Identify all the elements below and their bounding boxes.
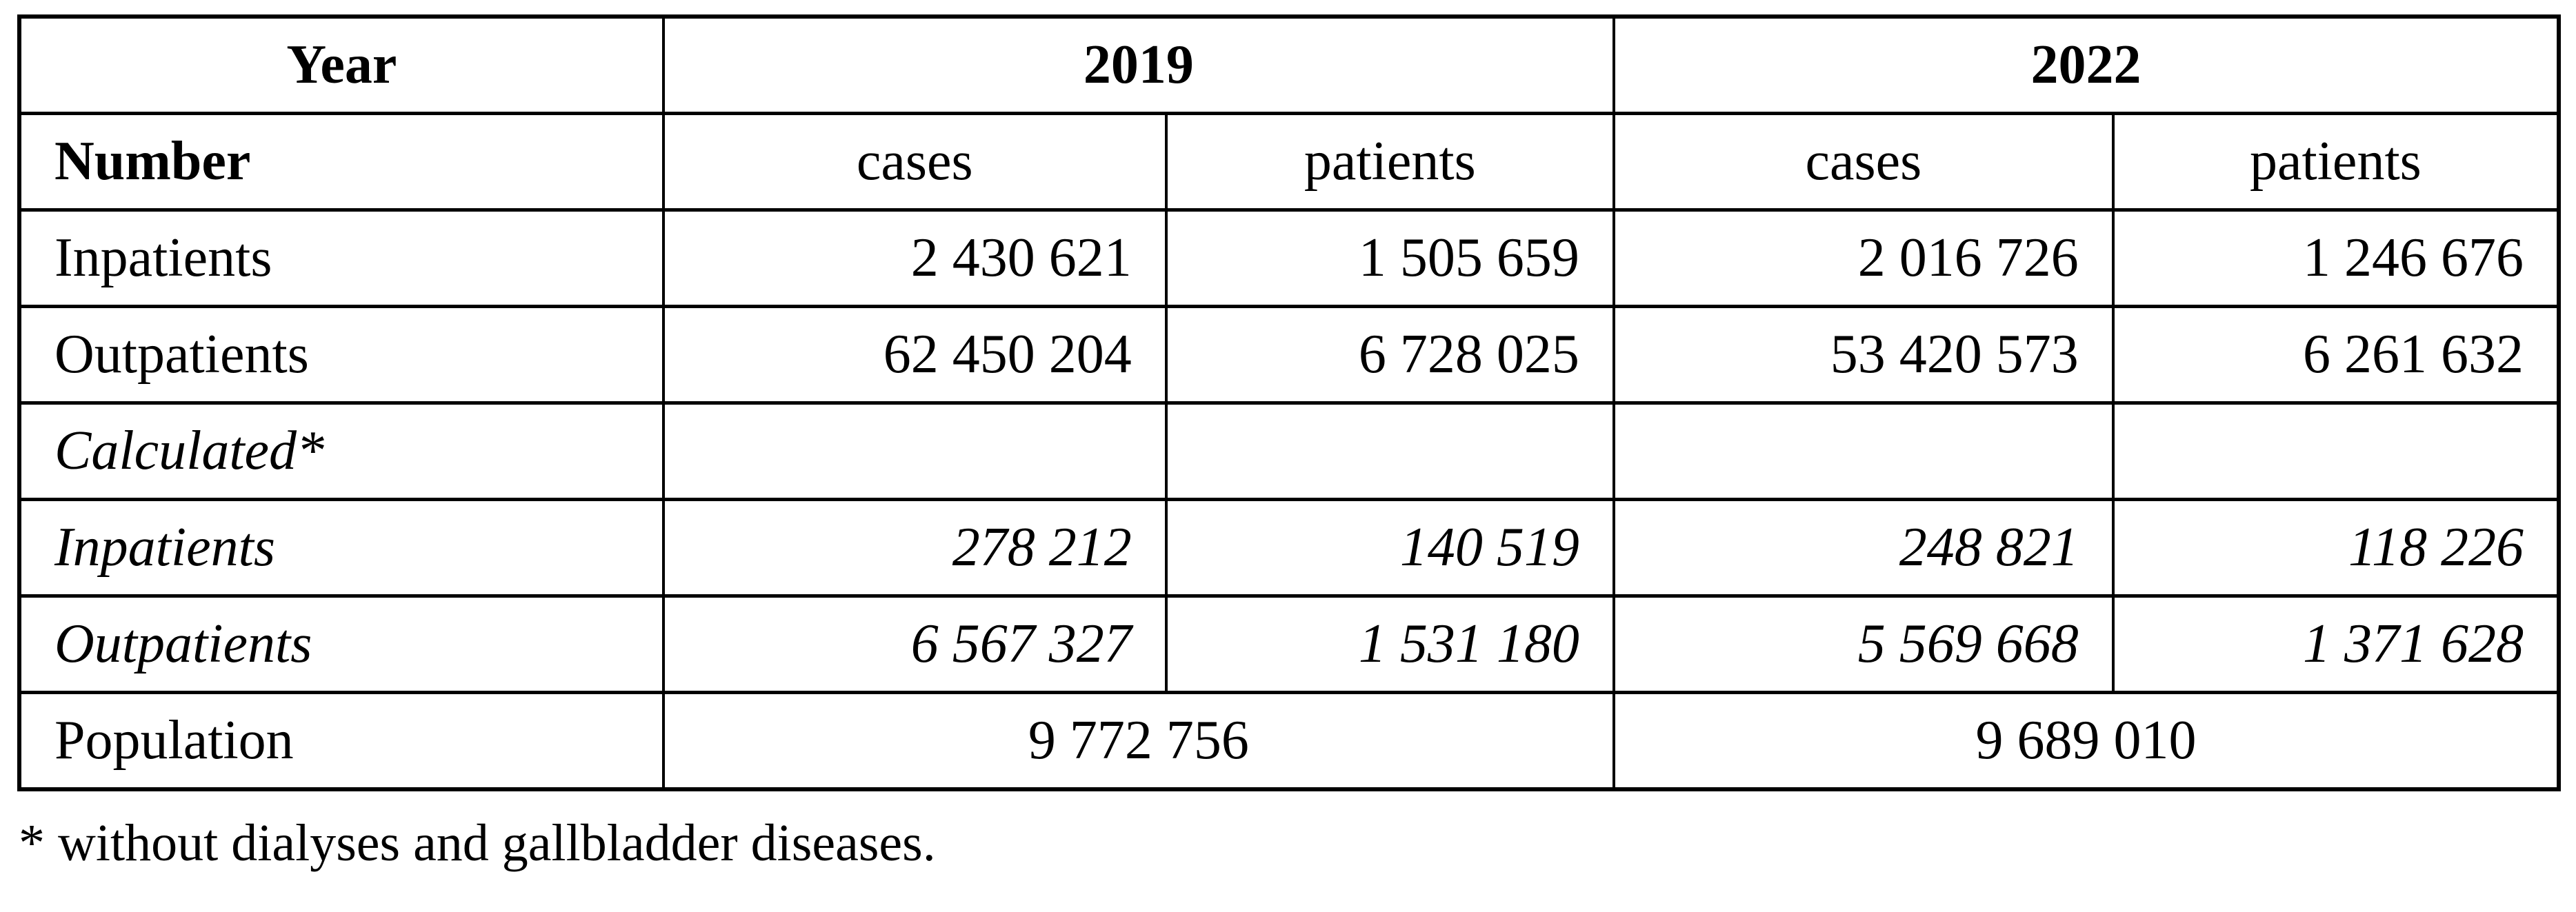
population-2019-cell: 9 772 756 bbox=[661, 691, 1615, 791]
value-cell-2022-patients: 1 246 676 bbox=[2111, 208, 2561, 308]
table-row-population: Population 9 772 756 9 689 010 bbox=[18, 691, 2561, 791]
cases-2019-header-cell: cases bbox=[661, 112, 1168, 212]
value-cell-2019-cases bbox=[661, 401, 1168, 501]
value-cell-2022-patients bbox=[2111, 401, 2561, 501]
value-cell-2019-patients: 1 505 659 bbox=[1164, 208, 1615, 308]
patients-2022-header-cell: patients bbox=[2111, 112, 2561, 212]
value-cell-2019-patients: 6 728 025 bbox=[1164, 305, 1615, 405]
row-label-cell: Calculated* bbox=[18, 401, 665, 501]
value-cell-2019-cases: 6 567 327 bbox=[661, 594, 1168, 694]
number-header-cell: Number bbox=[18, 112, 665, 212]
table-row-outpatients-calculated: Outpatients 6 567 327 1 531 180 5 569 66… bbox=[18, 594, 2561, 694]
header-row-number: Number cases patients cases patients bbox=[18, 112, 2561, 212]
value-cell-2022-cases bbox=[1612, 401, 2115, 501]
row-label-cell: Outpatients bbox=[18, 305, 665, 405]
table-row-outpatients: Outpatients 62 450 204 6 728 025 53 420 … bbox=[18, 305, 2561, 405]
table-row-inpatients: Inpatients 2 430 621 1 505 659 2 016 726… bbox=[18, 208, 2561, 308]
value-cell-2019-cases: 2 430 621 bbox=[661, 208, 1168, 308]
value-cell-2022-cases: 53 420 573 bbox=[1612, 305, 2115, 405]
value-cell-2019-cases: 62 450 204 bbox=[661, 305, 1168, 405]
population-label-cell: Population bbox=[18, 691, 665, 791]
value-cell-2019-patients: 1 531 180 bbox=[1164, 594, 1615, 694]
value-cell-2022-patients: 1 371 628 bbox=[2111, 594, 2561, 694]
footnote: * without dialyses and gallbladder disea… bbox=[19, 814, 936, 872]
row-label-cell: Inpatients bbox=[18, 208, 665, 308]
value-cell-2019-cases: 278 212 bbox=[661, 498, 1168, 598]
population-2022-cell: 9 689 010 bbox=[1612, 691, 2561, 791]
value-cell-2022-patients: 118 226 bbox=[2111, 498, 2561, 598]
patients-2019-header-cell: patients bbox=[1164, 112, 1615, 212]
value-cell-2019-patients bbox=[1164, 401, 1615, 501]
value-cell-2019-patients: 140 519 bbox=[1164, 498, 1615, 598]
value-cell-2022-cases: 2 016 726 bbox=[1612, 208, 2115, 308]
row-label-cell: Outpatients bbox=[18, 594, 665, 694]
year-2019-cell: 2019 bbox=[661, 14, 1615, 115]
header-row-year: Year 2019 2022 bbox=[18, 14, 2561, 115]
value-cell-2022-patients: 6 261 632 bbox=[2111, 305, 2561, 405]
statistics-table: Year 2019 2022 Number cases patients cas… bbox=[17, 14, 2561, 791]
year-2022-cell: 2022 bbox=[1612, 14, 2561, 115]
value-cell-2022-cases: 5 569 668 bbox=[1612, 594, 2115, 694]
table-row-inpatients-calculated: Inpatients 278 212 140 519 248 821 118 2… bbox=[18, 498, 2561, 598]
cases-2022-header-cell: cases bbox=[1612, 112, 2115, 212]
row-label-cell: Inpatients bbox=[18, 498, 665, 598]
year-header-cell: Year bbox=[18, 14, 665, 115]
table-row-calculated: Calculated* bbox=[18, 401, 2561, 501]
value-cell-2022-cases: 248 821 bbox=[1612, 498, 2115, 598]
